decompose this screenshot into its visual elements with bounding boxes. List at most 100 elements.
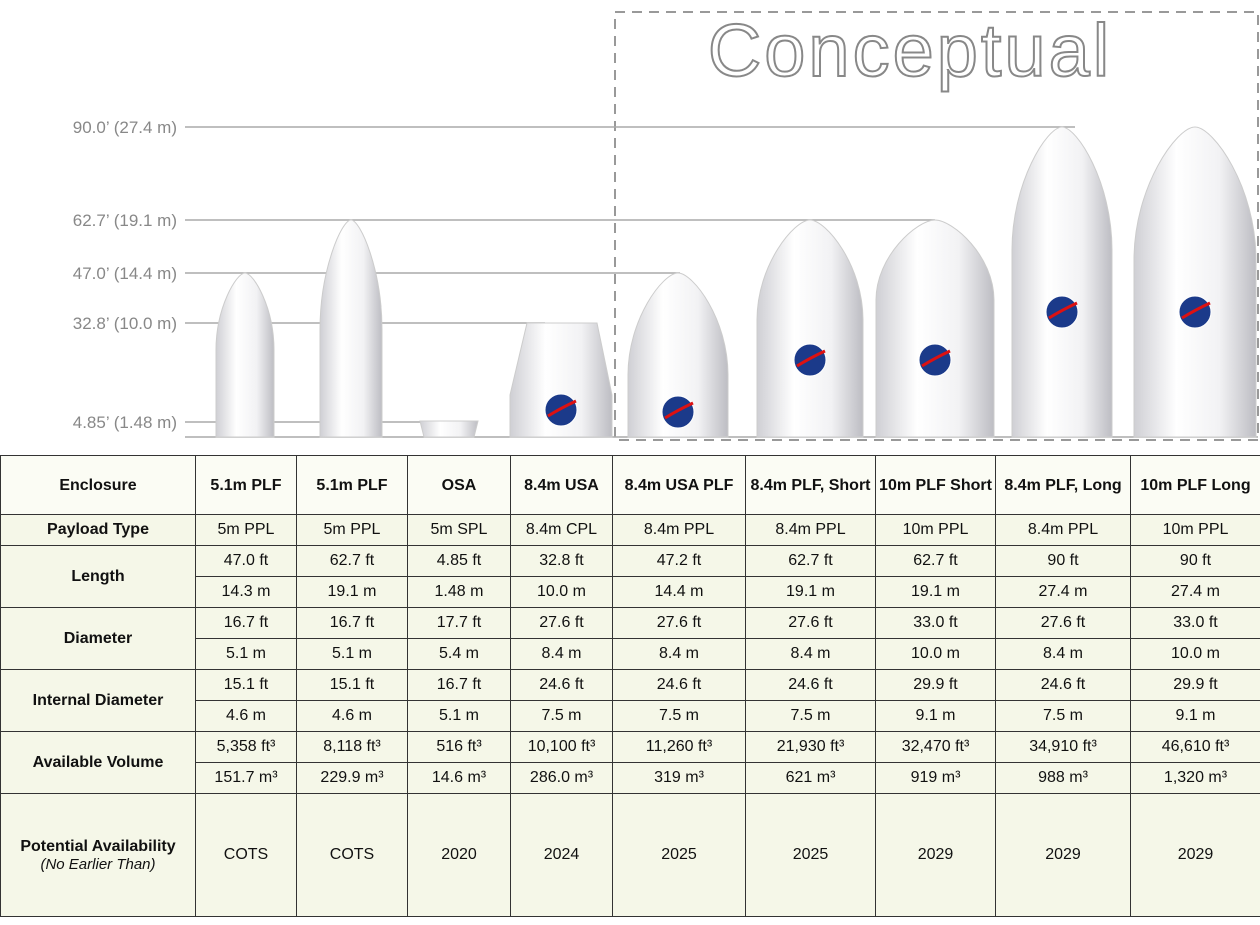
fairing	[419, 420, 479, 438]
table-cell: 5m PPL	[195, 514, 297, 546]
fairing-diagram: Conceptual 90.0’ (27.4 m) 62.7’ (19.1 m) 4…	[73, 8, 1259, 441]
table-cell: 8.4m PPL	[612, 514, 746, 546]
fairing	[875, 219, 995, 438]
table-row: 151.7 m³ 229.9 m³ 14.6 m³ 286.0 m³ 319 m³ 621…	[1, 762, 1260, 794]
table-cell: 2029	[875, 793, 996, 917]
table-row: Length 47.0 ft 62.7 ft 4.85 ft 32.8 ft 47.2 f…	[0, 545, 1260, 608]
table-cell: 10m PPL	[875, 514, 996, 546]
table-cell: 5.1 m	[407, 700, 511, 732]
table-cell: 621 m³	[745, 762, 876, 794]
header-cell: 8.4m USA PLF	[612, 455, 746, 515]
table-cell: 229.9 m³	[296, 762, 408, 794]
table-cell: 29.9 ft	[875, 669, 996, 701]
table-cell: 5,358 ft³	[195, 731, 297, 763]
table-cell: 47.2 ft	[612, 545, 746, 577]
table-cell: 27.4 m	[995, 576, 1131, 608]
nasa-swoosh	[547, 399, 577, 418]
table-cell: 24.6 ft	[510, 669, 613, 701]
table-cell: 2025	[612, 793, 746, 917]
table-cell: 7.5 m	[995, 700, 1131, 732]
header-cell: Enclosure	[0, 455, 196, 515]
row-label: Length	[0, 545, 196, 608]
table-cell: 7.5 m	[745, 700, 876, 732]
table-cell: 4.6 m	[296, 700, 408, 732]
fairing	[1133, 126, 1257, 438]
table-cell: 19.1 m	[875, 576, 996, 608]
row-label: Diameter	[0, 607, 196, 670]
table-cell: 32.8 ft	[510, 545, 613, 577]
table-cell: 286.0 m³	[510, 762, 613, 794]
table-cell: 2029	[995, 793, 1131, 917]
table-cell: 8,118 ft³	[296, 731, 408, 763]
table-cell: 11,260 ft³	[612, 731, 746, 763]
table-cell: 8.4m CPL	[510, 514, 613, 546]
table-row: 4.6 m 4.6 m 5.1 m 7.5 m 7.5 m 7.5 m 9.1 m 7.5 m…	[1, 700, 1260, 732]
nasa-swoosh	[796, 349, 826, 368]
row-label-text: Potential Availability	[20, 837, 176, 855]
header-cell: 5.1m PLF	[296, 455, 408, 515]
table-cell: 7.5 m	[612, 700, 746, 732]
table-cell: 15.1 ft	[195, 669, 297, 701]
table-row: Diameter 16.7 ft 16.7 ft 17.7 ft 27.6 ft 27.6…	[0, 607, 1260, 670]
conceptual-box	[614, 11, 1259, 441]
header-cell: 10m PLF Short	[875, 455, 996, 515]
table-cell: 17.7 ft	[407, 607, 511, 639]
table-cell: COTS	[296, 793, 408, 917]
row-label-text: Available Volume	[32, 753, 164, 771]
table-cell: 5m PPL	[296, 514, 408, 546]
table-cell: 19.1 m	[296, 576, 408, 608]
fairing	[756, 219, 864, 438]
table-cell: 2029	[1130, 793, 1260, 917]
fairing	[509, 322, 613, 438]
table-cell: 90 ft	[995, 545, 1131, 577]
table-cell: 27.4 m	[1130, 576, 1260, 608]
table-cell: 5.1 m	[296, 638, 408, 670]
table-cell: 5.4 m	[407, 638, 511, 670]
row-label: Payload Type	[0, 514, 196, 546]
table-cell: 14.6 m³	[407, 762, 511, 794]
table-cell: 62.7 ft	[745, 545, 876, 577]
fairing	[1011, 126, 1113, 438]
row-label-text: Internal Diameter	[32, 691, 164, 709]
header-cell: 8.4m USA	[510, 455, 613, 515]
table-cell: 5.1 m	[195, 638, 297, 670]
table-cell: 10.0 m	[1130, 638, 1260, 670]
table-cell: COTS	[195, 793, 297, 917]
table-cell: 7.5 m	[510, 700, 613, 732]
fairing	[319, 219, 383, 438]
table-cell: 24.6 ft	[995, 669, 1131, 701]
table-cell: 21,930 ft³	[745, 731, 876, 763]
table-cell: 62.7 ft	[296, 545, 408, 577]
table-cell: 27.6 ft	[612, 607, 746, 639]
conceptual-label: Conceptual	[708, 9, 1112, 92]
table-cell: 919 m³	[875, 762, 996, 794]
table-cell: 32,470 ft³	[875, 731, 996, 763]
height-label: 4.85’ (1.48 m)	[73, 413, 177, 432]
fairing-table: Enclosure 5.1m PLF 5.1m PLF OSA 8.4m USA 8.4m…	[0, 455, 1260, 917]
table-cell: 27.6 ft	[745, 607, 876, 639]
table-cell: 16.7 ft	[407, 669, 511, 701]
table-cell: 9.1 m	[875, 700, 996, 732]
header-cell: 10m PLF Long	[1130, 455, 1260, 515]
table-cell: 5m SPL	[407, 514, 511, 546]
nasa-swoosh	[1181, 301, 1211, 320]
table-cell: 19.1 m	[745, 576, 876, 608]
header-cell: OSA	[407, 455, 511, 515]
table-cell: 24.6 ft	[745, 669, 876, 701]
table-cell: 34,910 ft³	[995, 731, 1131, 763]
table-cell: 24.6 ft	[612, 669, 746, 701]
table-cell: 90 ft	[1130, 545, 1260, 577]
table-cell: 47.0 ft	[195, 545, 297, 577]
table-cell: 516 ft³	[407, 731, 511, 763]
table-row: Potential Availability (No Earlier Than) C…	[0, 793, 1260, 917]
row-label-text: Payload Type	[47, 521, 149, 538]
table-row: 14.3 m 19.1 m 1.48 m 10.0 m 14.4 m 19.1 m 19.1…	[1, 576, 1260, 608]
table-cell: 27.6 ft	[995, 607, 1131, 639]
height-label: 47.0’ (14.4 m)	[73, 264, 177, 283]
row-label: Available Volume	[0, 731, 196, 794]
row-label: Potential Availability (No Earlier Than)	[0, 793, 196, 917]
table-cell: 10.0 m	[510, 576, 613, 608]
table-cell: 29.9 ft	[1130, 669, 1260, 701]
table-cell: 16.7 ft	[195, 607, 297, 639]
